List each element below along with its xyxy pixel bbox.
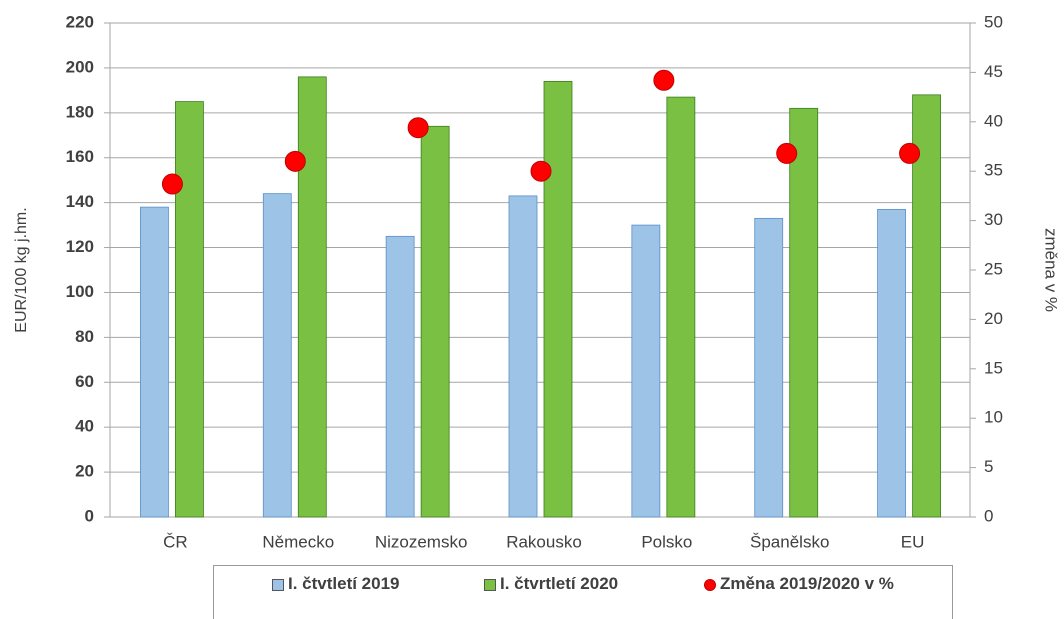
bar xyxy=(631,224,661,518)
x-tick-label: Německo xyxy=(262,532,334,551)
y-tick-label: 100 xyxy=(66,282,94,301)
bar xyxy=(508,195,538,518)
bar xyxy=(385,235,415,518)
bar xyxy=(297,76,327,518)
point xyxy=(530,160,552,182)
y-tick-label: 60 xyxy=(75,372,94,391)
y2-tick-label: 20 xyxy=(984,309,1003,328)
y2-tick-label: 5 xyxy=(984,457,993,476)
y2-tick-label: 35 xyxy=(984,161,1003,180)
y-tick-label: 160 xyxy=(66,147,94,166)
bar xyxy=(666,96,696,518)
y2-axis-label: změna v % xyxy=(1042,228,1061,312)
bar xyxy=(789,107,819,518)
bar xyxy=(912,94,941,518)
x-tick-label: ČR xyxy=(163,532,188,551)
x-tick-label: Polsko xyxy=(641,532,692,551)
legend-item: I. čtvrtletí 2020 xyxy=(484,574,618,594)
y-axis-label: EUR/100 kg j.hm. xyxy=(13,207,30,332)
y-tick-label: 140 xyxy=(66,192,94,211)
x-tick-label: EU xyxy=(901,532,925,551)
y-tick-label: 220 xyxy=(66,12,94,31)
x-tick-label: Nizozemsko xyxy=(375,532,468,551)
legend-item: Změna 2019/2020 v % xyxy=(704,574,910,594)
y-tick-label: 180 xyxy=(66,102,94,121)
legend-label: I. čtvtletí 2019 xyxy=(288,574,400,593)
legend-label: Změna 2019/2020 v % xyxy=(720,574,894,593)
legend: I. čtvtletí 2019 I. čtvrtletí 2020 Změna 2… xyxy=(213,565,953,619)
point xyxy=(284,150,306,172)
bar xyxy=(420,125,450,518)
bar xyxy=(175,101,204,518)
y2-tick-label: 30 xyxy=(984,210,1003,229)
plot-border xyxy=(109,22,971,518)
y2-tick-label: 10 xyxy=(984,408,1003,427)
y2-tick-label: 0 xyxy=(984,506,993,525)
y2-tick-label: 15 xyxy=(984,358,1003,377)
y-tick-label: 20 xyxy=(75,462,94,481)
y-tick-label: 120 xyxy=(66,237,94,256)
bar xyxy=(754,217,784,518)
point xyxy=(776,142,798,164)
x-tick-label: Rakousko xyxy=(506,532,582,551)
y2-tick-label: 40 xyxy=(984,111,1003,130)
y-tick-label: 80 xyxy=(75,327,94,346)
y2-tick-label: 45 xyxy=(984,62,1003,81)
point xyxy=(161,173,183,195)
bar xyxy=(543,80,573,518)
bar xyxy=(877,208,906,518)
bar xyxy=(140,206,169,518)
legend-swatch xyxy=(704,579,716,591)
legend-swatch xyxy=(484,579,496,591)
point xyxy=(899,142,921,164)
y-tick-label: 0 xyxy=(85,506,94,525)
legend-item: I. čtvtletí 2019 xyxy=(272,574,400,594)
y-tick-label: 200 xyxy=(66,57,94,76)
y-tick-label: 40 xyxy=(75,417,94,436)
x-tick-label: Španělsko xyxy=(750,532,829,551)
y2-tick-label: 50 xyxy=(984,12,1003,31)
legend-swatch xyxy=(272,579,284,591)
legend-label: I. čtvrtletí 2020 xyxy=(500,574,619,593)
point xyxy=(653,69,675,91)
point xyxy=(407,117,429,139)
y2-tick-label: 25 xyxy=(984,259,1003,278)
bar xyxy=(262,193,292,518)
